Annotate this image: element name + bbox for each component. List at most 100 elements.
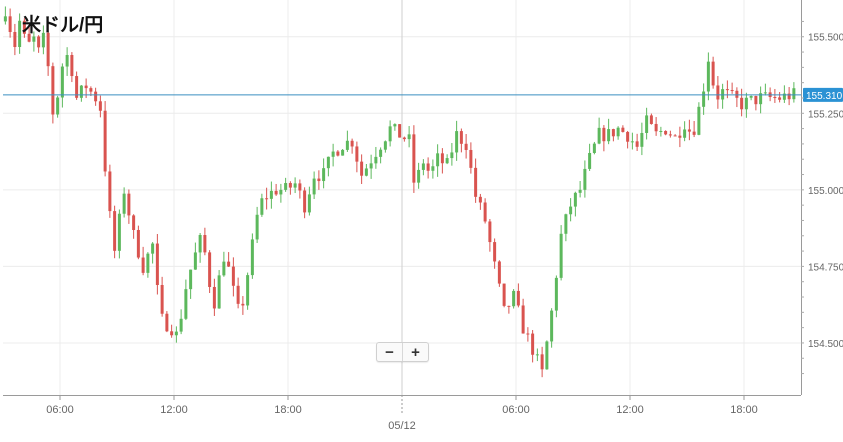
candle-body: [512, 290, 516, 307]
date-label: 05/12: [388, 420, 416, 432]
candle-body: [174, 331, 178, 336]
candle-body: [269, 190, 273, 199]
candle-body: [588, 152, 592, 169]
candle-body: [474, 167, 478, 197]
candle-body: [773, 97, 777, 99]
candle-body: [711, 61, 715, 86]
candle-body: [364, 168, 368, 176]
candle-body: [41, 32, 45, 48]
candle-body: [654, 123, 658, 132]
candle-body: [260, 198, 264, 215]
x-tick-label: 12:00: [616, 404, 644, 416]
candle-body: [526, 333, 530, 335]
candle-body: [782, 93, 786, 100]
candle-body: [341, 149, 345, 156]
candle-body: [46, 32, 50, 67]
candle-body: [189, 269, 193, 290]
candle-body: [550, 310, 554, 342]
candle-body: [160, 285, 164, 314]
candle-body: [673, 135, 677, 137]
candle-body: [222, 261, 226, 276]
candle-body: [559, 233, 563, 278]
candle-body: [740, 97, 744, 110]
candle-body: [250, 239, 254, 276]
candle-body: [564, 214, 568, 234]
candle-body: [374, 156, 378, 164]
candle-body: [79, 85, 83, 98]
zoom-in-button[interactable]: +: [402, 343, 428, 361]
candle-body: [98, 101, 102, 111]
candle-body: [697, 106, 701, 135]
candle-body: [578, 189, 582, 193]
candle-body: [393, 124, 397, 127]
candle-body: [450, 152, 454, 159]
candle-body: [611, 129, 615, 137]
candle-body: [94, 91, 98, 102]
candle-body: [464, 143, 468, 150]
current-price-tag: [803, 87, 843, 102]
candle-body: [336, 151, 340, 156]
candle-body: [212, 286, 216, 309]
candle-body: [455, 131, 459, 153]
candle-body: [56, 97, 60, 115]
candle-body: [132, 215, 136, 230]
candle-body: [18, 20, 22, 48]
candle-body: [792, 88, 796, 100]
candle-body: [179, 318, 183, 332]
x-tick-label: 18:00: [274, 404, 302, 416]
candle-body: [692, 131, 696, 135]
candle-body: [369, 163, 373, 169]
candle-body: [535, 354, 539, 356]
candle-body: [8, 16, 12, 32]
candle-body: [659, 130, 663, 132]
candle-body: [573, 192, 577, 207]
candle-body: [516, 290, 520, 306]
candle-body: [478, 196, 482, 203]
candle-body: [265, 198, 269, 200]
candle-body: [298, 183, 302, 191]
candle-body: [540, 354, 544, 370]
candle-body: [626, 131, 630, 142]
candle-body: [236, 285, 240, 304]
candle-body: [459, 131, 463, 144]
candle-body: [554, 277, 558, 311]
candle-body: [725, 89, 729, 91]
y-tick-label: 154.750: [808, 262, 843, 273]
candle-body: [165, 313, 169, 332]
candle-body: [3, 16, 7, 22]
candle-body: [60, 66, 64, 98]
candle-body: [421, 163, 425, 170]
y-tick-label: 155.000: [808, 186, 843, 197]
candle-body: [668, 134, 672, 136]
candles-layer: [3, 6, 796, 378]
candle-body: [502, 283, 506, 306]
candle-body: [27, 33, 31, 42]
zoom-control: − +: [376, 342, 429, 362]
candle-body: [307, 194, 311, 213]
candle-body: [569, 206, 573, 215]
candle-body: [326, 156, 330, 169]
candle-body: [488, 221, 492, 243]
candle-body: [360, 161, 364, 176]
candle-body: [763, 92, 767, 94]
candle-body: [279, 189, 283, 195]
candle-body: [379, 149, 383, 157]
candle-body: [678, 135, 682, 138]
candle-body: [431, 166, 435, 171]
zoom-out-button[interactable]: −: [385, 343, 394, 361]
candle-body: [521, 305, 525, 334]
candle-body: [184, 289, 188, 319]
candle-body: [749, 96, 753, 98]
candle-body: [388, 126, 392, 142]
x-tick-label: 06:00: [46, 404, 74, 416]
candle-body: [198, 235, 202, 253]
candle-body: [483, 202, 487, 222]
candle-body: [122, 193, 126, 214]
y-tick-label: 155.250: [808, 109, 843, 120]
candle-body: [141, 257, 145, 273]
candle-body: [664, 130, 668, 135]
candle-body: [227, 261, 231, 267]
candle-body: [645, 115, 649, 133]
candle-body: [716, 85, 720, 100]
